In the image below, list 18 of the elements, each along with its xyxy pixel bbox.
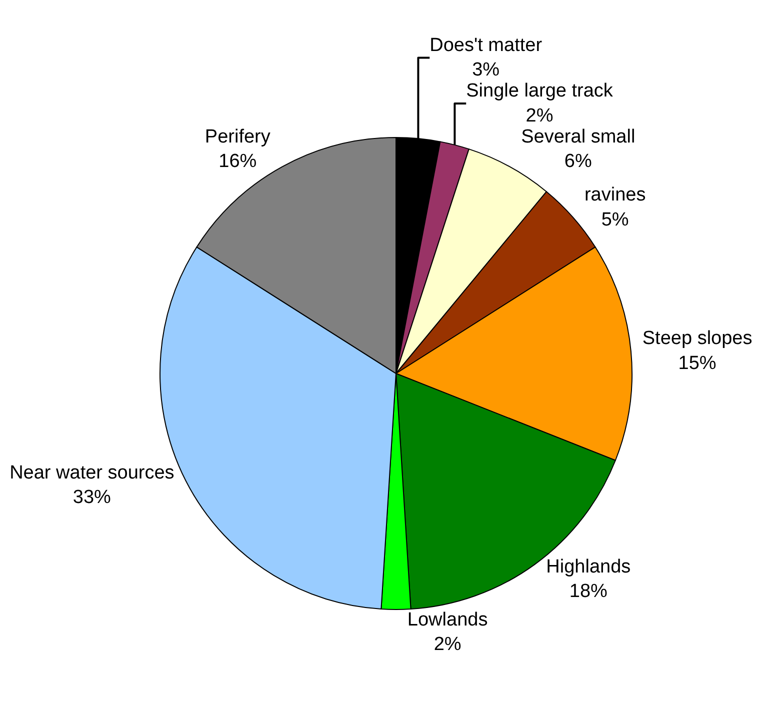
slice-label: ravines xyxy=(584,184,646,206)
slice-label: Steep slopes xyxy=(642,328,752,350)
slice-label: Highlands xyxy=(546,556,631,578)
slice-label: Several small xyxy=(521,126,636,148)
data-label: 33% xyxy=(72,487,112,508)
data-label: 2% xyxy=(434,634,462,656)
slice-label: Lowlands xyxy=(407,610,488,630)
data-label: 3% xyxy=(472,60,500,81)
slice-label: Near water sources xyxy=(10,462,174,484)
slice-label: Perifery xyxy=(204,126,271,148)
data-label: 2% xyxy=(526,105,554,126)
slice-label: Single large track xyxy=(466,80,614,102)
slice-label: Does't matter xyxy=(430,34,543,56)
data-label: 6% xyxy=(564,150,592,172)
data-label: 18% xyxy=(569,581,608,602)
data-label: 5% xyxy=(601,209,629,230)
data-label: 16% xyxy=(218,150,257,172)
data-label: 15% xyxy=(678,352,716,374)
